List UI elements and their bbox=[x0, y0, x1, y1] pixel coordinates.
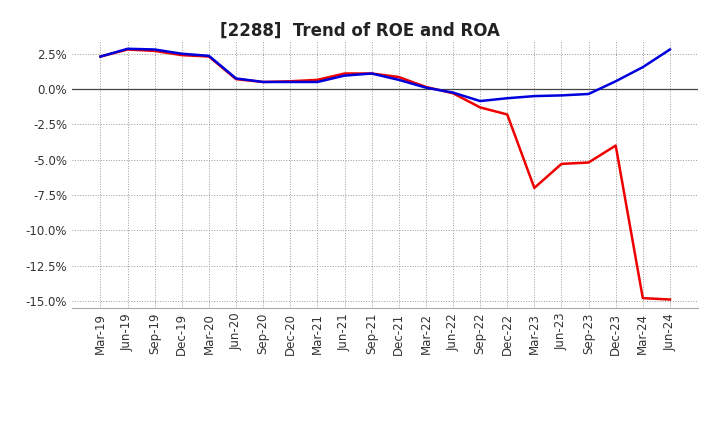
ROA bbox=[530, 93, 539, 99]
ROA bbox=[341, 73, 349, 78]
Line: ROA: ROA bbox=[101, 49, 670, 101]
ROA bbox=[611, 79, 620, 84]
ROA bbox=[665, 47, 674, 52]
ROE bbox=[150, 48, 159, 54]
ROE bbox=[204, 54, 213, 59]
ROA bbox=[639, 65, 647, 70]
ROA bbox=[286, 79, 294, 84]
ROE bbox=[584, 160, 593, 165]
ROE bbox=[665, 297, 674, 302]
ROE bbox=[313, 77, 322, 83]
ROA bbox=[204, 53, 213, 59]
Line: ROE: ROE bbox=[101, 49, 670, 300]
ROA bbox=[476, 99, 485, 104]
ROA bbox=[150, 47, 159, 52]
ROA bbox=[123, 46, 132, 51]
ROE bbox=[611, 143, 620, 148]
ROE bbox=[178, 52, 186, 58]
ROE bbox=[232, 77, 240, 82]
ROE bbox=[286, 79, 294, 84]
ROE bbox=[341, 71, 349, 76]
Text: [2288]  Trend of ROE and ROA: [2288] Trend of ROE and ROA bbox=[220, 22, 500, 40]
ROE bbox=[96, 54, 105, 59]
ROA bbox=[259, 79, 268, 84]
ROE bbox=[503, 112, 511, 117]
ROE bbox=[557, 161, 566, 167]
ROE bbox=[449, 91, 457, 96]
ROA bbox=[395, 77, 403, 83]
ROE bbox=[530, 185, 539, 191]
ROE bbox=[395, 74, 403, 80]
ROE bbox=[367, 71, 376, 76]
ROA bbox=[503, 95, 511, 101]
ROA bbox=[557, 93, 566, 98]
ROE bbox=[421, 84, 430, 90]
ROE bbox=[639, 296, 647, 301]
ROA bbox=[421, 85, 430, 90]
ROE bbox=[123, 47, 132, 52]
ROA bbox=[96, 54, 105, 59]
ROA bbox=[584, 92, 593, 97]
ROE bbox=[259, 79, 268, 84]
ROE bbox=[476, 105, 485, 110]
ROA bbox=[178, 51, 186, 56]
ROA bbox=[367, 71, 376, 76]
ROA bbox=[449, 90, 457, 95]
ROA bbox=[232, 76, 240, 81]
ROA bbox=[313, 79, 322, 84]
